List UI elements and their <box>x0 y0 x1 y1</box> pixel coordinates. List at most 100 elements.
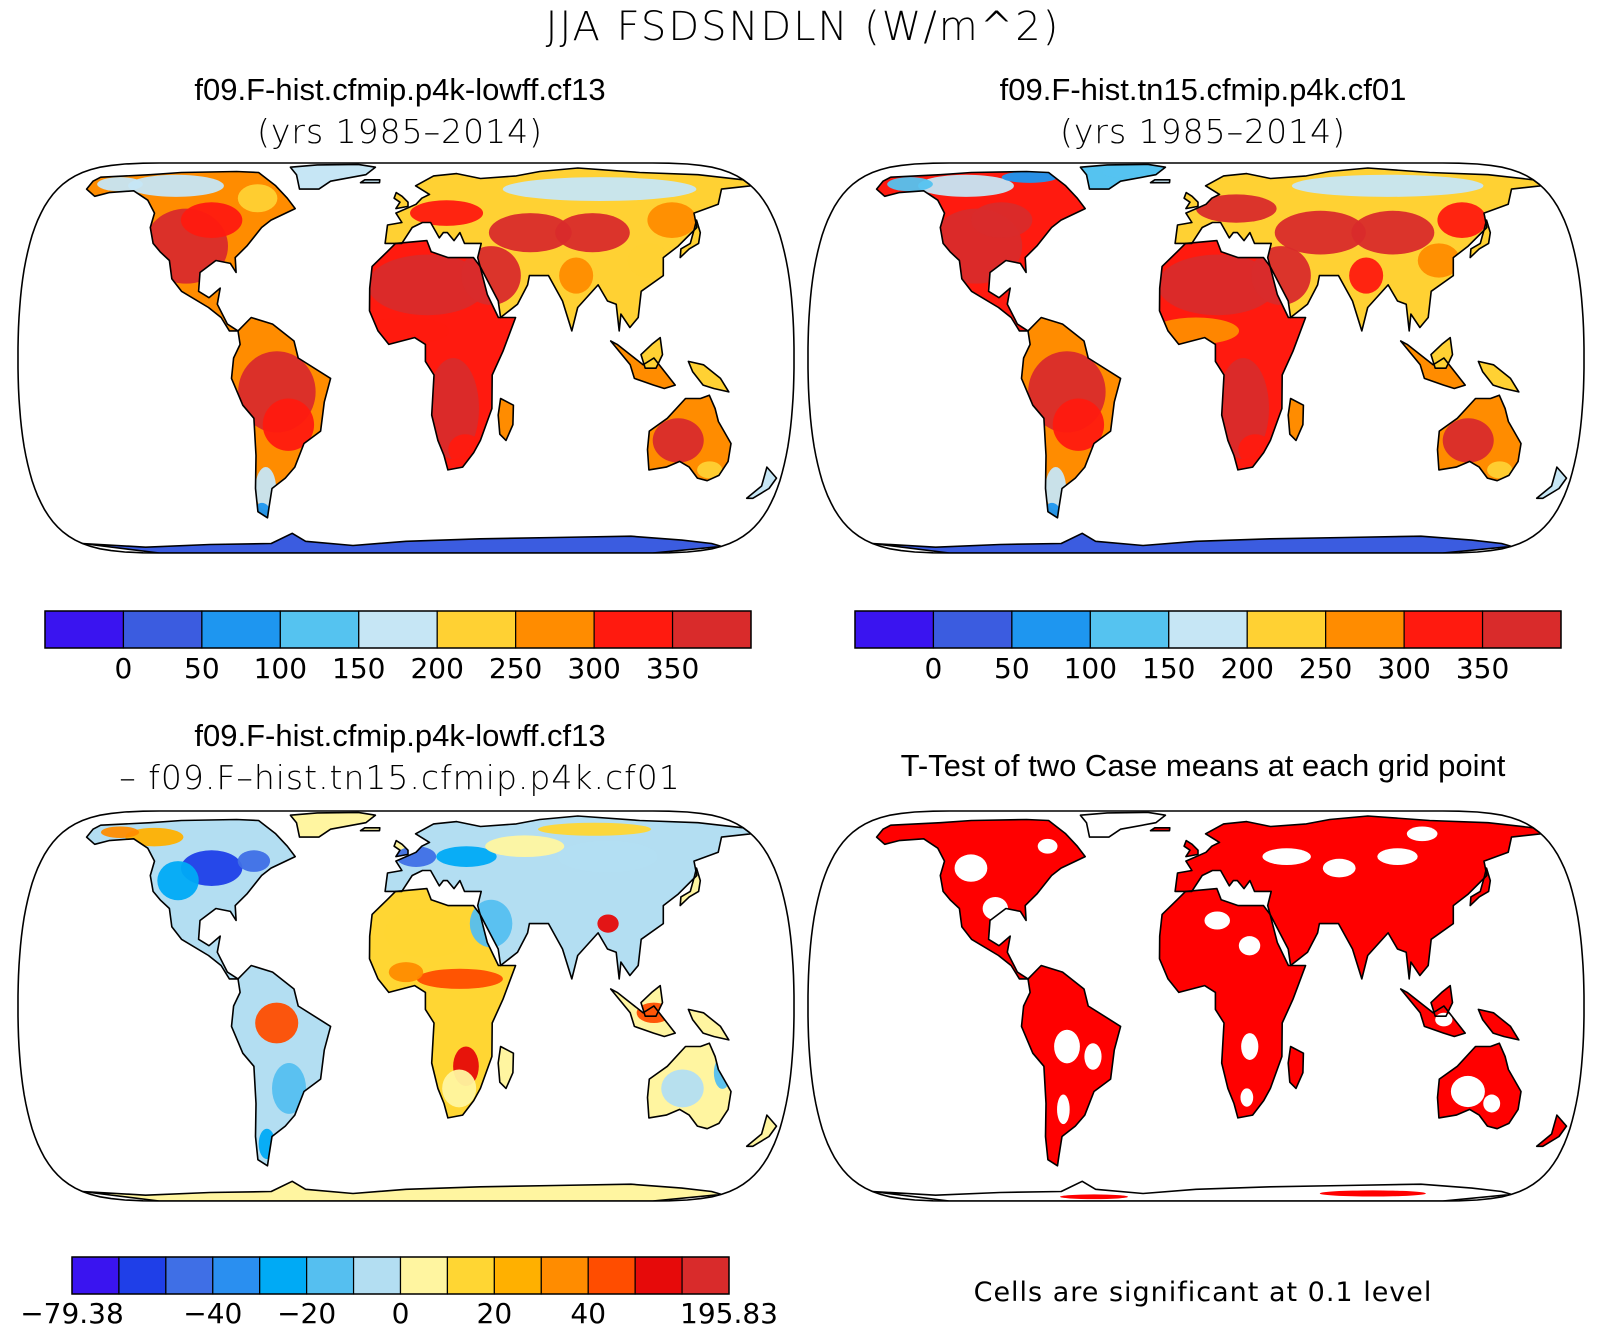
field-patch <box>272 1063 307 1114</box>
coastline-new-guinea <box>687 1008 730 1041</box>
map-top-right <box>807 162 1585 554</box>
coastline-greenland <box>1079 163 1167 190</box>
land-antarctica <box>82 533 722 553</box>
land-antarctica <box>872 533 1512 553</box>
coastline-iceland <box>1149 179 1171 184</box>
field-patch <box>388 962 424 983</box>
field-patch <box>1196 194 1277 223</box>
field-patch <box>1037 838 1058 854</box>
field-patch <box>1204 911 1230 930</box>
coastline-madagascar <box>1287 1045 1305 1090</box>
coastline-australia <box>1436 394 1522 482</box>
coastline-africa <box>1158 239 1307 471</box>
colorbar-swatch <box>1403 610 1484 649</box>
colorbar-bottom-left-ticks: −79.38 −40 −20 0 20 40 195.83 <box>20 1297 778 1333</box>
field-patch <box>427 358 479 459</box>
coastline-madagascar <box>497 1045 515 1090</box>
coastline-japan <box>679 867 702 907</box>
field-patch <box>918 174 1014 197</box>
coastline-uk <box>1183 839 1199 858</box>
field-patch <box>1291 174 1484 197</box>
coastline-eurasia <box>1174 167 1542 332</box>
coastline-greenland <box>1079 811 1167 838</box>
panel-bottom-right-title: T-Test of two Case means at each grid po… <box>900 748 1506 783</box>
colorbar-top-left-tick: 0 <box>114 652 133 685</box>
colorbar-swatch <box>71 1256 120 1295</box>
field-patch <box>1322 858 1356 878</box>
field-patch <box>1442 418 1494 463</box>
field-patch <box>485 835 565 858</box>
colorbar-top-left-tick: 50 <box>184 652 220 685</box>
map-outline <box>807 810 1585 1202</box>
field-patch <box>970 202 1033 238</box>
colorbar-frame <box>71 1256 730 1295</box>
field-patch <box>1262 848 1311 865</box>
land-new-guinea <box>1478 361 1519 392</box>
colorbar-swatch <box>352 1256 402 1295</box>
colorbar-top-right-tick: 50 <box>994 652 1030 685</box>
coastline-greenland <box>289 163 377 190</box>
coastline-south-america <box>1020 964 1122 1167</box>
colorbar-top-right-tick: 300 <box>1377 652 1431 685</box>
field-patch <box>557 840 658 873</box>
colorbar-bottom-left-tick: −20 <box>277 1297 337 1330</box>
coastline-madagascar <box>497 397 515 442</box>
colorbar-top-left-tick: 200 <box>410 652 464 685</box>
coastline-japan <box>1469 219 1492 259</box>
colorbar-swatch <box>1168 610 1248 649</box>
field-patch <box>502 177 697 202</box>
field-patch <box>954 854 988 882</box>
field-patch <box>1437 202 1487 238</box>
land-antarctica <box>82 1181 722 1201</box>
colorbar-swatch <box>399 1256 449 1295</box>
colorbar-swatch <box>932 610 1013 649</box>
colorbar-top-right-ticks: 0 50 100 150 200 250 300 350 <box>855 652 1561 688</box>
land-uk <box>394 192 408 209</box>
coastline-borneo <box>640 336 664 369</box>
field-patch <box>887 177 933 192</box>
coastline-borneo <box>1430 984 1454 1017</box>
panel-top-right-subtitle: (yrs 1985–2014) <box>1060 112 1346 151</box>
field-patch <box>1059 1194 1128 1200</box>
colorbar-swatch <box>306 1256 355 1295</box>
colorbar-swatch <box>854 610 935 649</box>
field-patch <box>362 317 450 345</box>
colorbar-swatch <box>436 610 517 649</box>
coastline-north-america <box>85 170 296 332</box>
land-new-zealand <box>746 467 777 499</box>
land-madagascar <box>498 1046 514 1089</box>
field-patch <box>1240 1088 1254 1107</box>
land-madagascar <box>1288 1046 1304 1089</box>
colorbar-top-right-tick: 100 <box>1063 652 1118 685</box>
field-patch <box>1102 167 1146 178</box>
field-patch <box>125 827 184 847</box>
colorbar-top-left <box>44 610 752 649</box>
colorbar-swatch <box>358 610 438 649</box>
colorbar-bottom-left-tick: 20 <box>476 1297 513 1330</box>
coastline-antarctica <box>81 1180 723 1201</box>
colorbar-top-right-tick: 0 <box>924 652 943 685</box>
colorbar-bottom-left <box>71 1256 730 1295</box>
coastline-madagascar <box>1287 397 1305 442</box>
colorbar-swatch <box>279 610 360 649</box>
coastline-borneo <box>640 984 664 1017</box>
field-patch <box>559 257 594 294</box>
map-outline <box>17 162 795 554</box>
colorbar-swatch <box>493 1256 542 1295</box>
coastline-africa <box>368 239 517 471</box>
coastline-japan <box>1469 867 1492 907</box>
colorbar-frame <box>44 610 752 649</box>
coastline-uk <box>393 191 409 210</box>
field-patch <box>1349 257 1384 294</box>
field-patch <box>697 461 723 479</box>
land-borneo <box>1431 337 1453 369</box>
map-outline <box>807 162 1585 554</box>
colorbar-swatch <box>1011 610 1091 649</box>
field-patch <box>652 418 704 463</box>
field-patch <box>367 254 488 316</box>
field-patch <box>1377 848 1418 865</box>
coastline-africa <box>368 887 517 1119</box>
field-patch <box>469 899 513 948</box>
colorbar-bottom-left-tick: 0 <box>391 1297 410 1330</box>
colorbar-swatch <box>122 610 203 649</box>
